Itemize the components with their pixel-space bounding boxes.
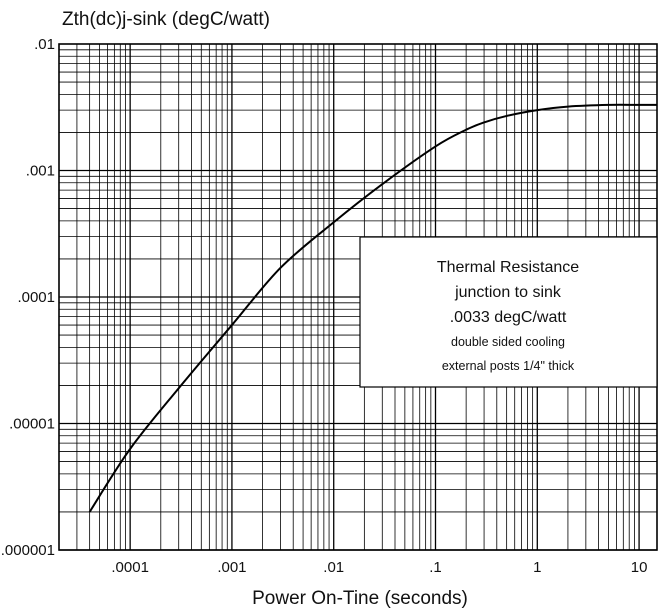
grid-lines [58,44,657,551]
x-tick-labels: .0001 .001 .01 .1 1 10 [111,559,647,576]
x-tick-label: 10 [631,559,648,576]
y-tick-labels: .01 .001 .0001 .00001 .000001 [1,36,55,559]
annotation-frame [359,236,658,388]
annotation-line-1: Thermal Resistance [437,259,579,276]
annotation-box: Thermal Resistance junction to sink .003… [359,236,658,388]
x-tick-label: .1 [429,559,442,576]
x-tick-label: 1 [533,559,541,576]
y-tick-label: .001 [26,163,55,180]
x-axis-title: Power On-Tine (seconds) [252,588,468,609]
annotation-line-4: double sided cooling [451,335,565,349]
y-axis-title: Zth(dc)j-sink (degC/watt) [62,9,270,30]
annotation-line-2: junction to sink [454,284,562,301]
x-tick-label: .01 [323,559,344,576]
y-tick-label: .01 [34,36,55,53]
annotation-line-5: external posts 1/4" thick [442,359,575,373]
y-tick-label: .000001 [1,542,55,559]
x-tick-label: .0001 [111,559,149,576]
y-tick-label: .00001 [9,416,55,433]
y-tick-label: .0001 [17,289,55,306]
x-tick-label: .001 [217,559,246,576]
annotation-line-3: .0033 degC/watt [450,309,567,326]
series-line-thermal-impedance [88,103,657,513]
